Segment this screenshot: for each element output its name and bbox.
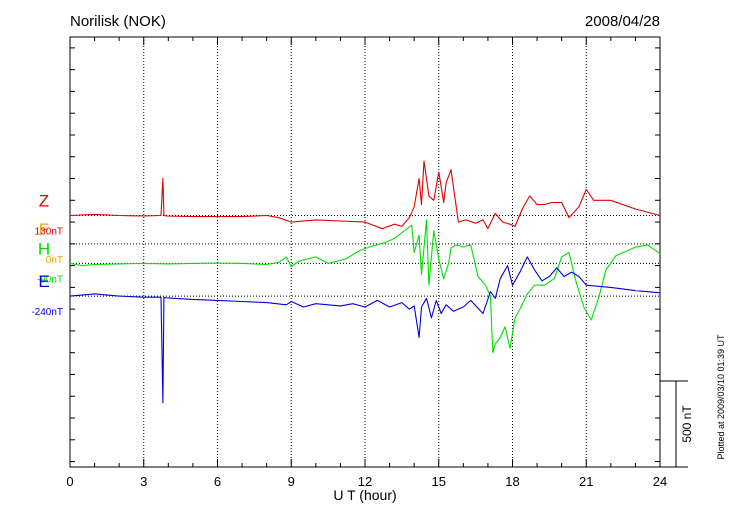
x-tick-label: 9: [288, 474, 295, 489]
x-tick-label: 3: [140, 474, 147, 489]
channel-name-Z: Z: [39, 192, 49, 211]
x-tick-label: 0: [66, 474, 73, 489]
plot-frame: [69, 36, 661, 468]
x-tick-label: 15: [432, 474, 446, 489]
chart-title: Norilisk (NOK): [70, 13, 166, 30]
x-tick-label: 18: [505, 474, 519, 489]
channel-name-H: H: [38, 239, 50, 258]
channel-offset-F: 0nT: [46, 255, 63, 266]
scale-bar-label: 500 nT: [680, 405, 694, 443]
series-line-H: [69, 219, 661, 354]
x-tick-label: 12: [358, 474, 372, 489]
x-tick-labels: 0 3 6 9 12 15 18 21 24: [66, 474, 667, 489]
channel-name-E: E: [38, 272, 49, 291]
channel-offset-H: -90nT: [37, 274, 63, 285]
plot-area: [69, 36, 661, 468]
scale-bar: 500 nT: [660, 380, 694, 468]
x-tick-label: 21: [579, 474, 593, 489]
axis-ticks: [69, 37, 661, 467]
channel-offset-Z: 130nT: [35, 227, 63, 238]
x-tick-label: 6: [214, 474, 221, 489]
series-line-Z: [69, 160, 661, 230]
series-lines: [69, 160, 661, 404]
x-axis-title: U T (hour): [333, 487, 396, 503]
series-line-E: [69, 256, 661, 404]
grid: [70, 37, 660, 467]
channel-name-F: F: [39, 220, 49, 239]
channel-offset-E: -240nT: [31, 307, 63, 318]
x-tick-label: 24: [653, 474, 667, 489]
plotted-note: Plotted at 2009/03/10 01:39 UT: [716, 334, 726, 460]
chart-date: 2008/04/28: [585, 13, 660, 30]
